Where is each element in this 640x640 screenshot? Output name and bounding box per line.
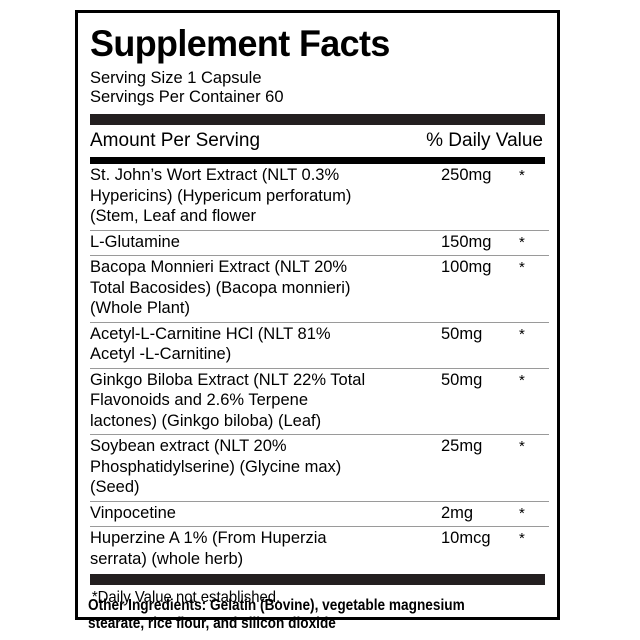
table-row: Soybean extract (NLT 20% Phosphatidylseri… [90, 434, 549, 502]
ingredient-name: Soybean extract (NLT 20% Phosphatidylseri… [90, 434, 441, 502]
other-ingredients-line: stearate, rice flour, and silicon dioxid… [88, 615, 336, 632]
other-ingredients-line: Other Ingredients: Gelatin (Bovine), veg… [88, 597, 465, 614]
daily-value-asterisk: * [519, 371, 525, 389]
daily-value-asterisk: * [519, 438, 525, 455]
daily-value-footnote: *Daily Value not established. [91, 589, 281, 606]
ingredient-daily-value: * [519, 527, 549, 573]
divider-bar-thick-top [90, 114, 545, 125]
ingredient-amount: 50mg [441, 368, 519, 435]
ingredient-name-line: (Whole Plant) [90, 299, 190, 317]
table-column-headers: Amount Per Serving % Daily Value [90, 125, 545, 157]
column-header-amount: Amount Per Serving [90, 130, 261, 151]
page-title: Supplement Facts [90, 23, 390, 64]
column-header-daily-value: % Daily Value [426, 130, 543, 151]
ingredient-name: L-Glutamine [90, 230, 441, 256]
ingredient-name: Huperzine A 1% (From Huperzia serrata) (w… [90, 527, 441, 573]
ingredient-name-line: Vinpocetine [90, 503, 176, 522]
ingredient-amount: 100mg [441, 255, 519, 323]
serving-size-line: Serving Size 1 Capsule [90, 69, 262, 87]
ingredient-name-line: (Stem, Leaf and flower [90, 207, 256, 225]
ingredient-daily-value: * [519, 434, 549, 502]
ingredient-daily-value: * [519, 255, 549, 323]
table-row: St. John’s Wort Extract (NLT 0.3% Hyperic… [90, 164, 549, 231]
supplement-facts-panel: Supplement Facts Serving Size 1 Capsule … [75, 10, 560, 620]
ingredient-daily-value: * [519, 230, 549, 256]
ingredient-name-line: (Seed) [90, 478, 140, 496]
daily-value-asterisk: * [519, 504, 525, 522]
ingredient-name-line: serrata) (whole herb) [90, 549, 244, 568]
ingredient-name-line: St. John’s Wort Extract (NLT 0.3% [90, 166, 340, 184]
servings-per-container-line: Servings Per Container 60 [90, 88, 284, 106]
ingredient-amount: 25mg [441, 434, 519, 502]
other-ingredients: Other Ingredients: Gelatin (Bovine), veg… [88, 597, 528, 633]
daily-value-asterisk: * [519, 167, 525, 184]
ingredient-name-line: Soybean extract (NLT 20% [90, 437, 287, 455]
ingredient-name-line: L-Glutamine [90, 232, 180, 251]
ingredient-amount: 10mcg [441, 529, 491, 547]
ingredient-name-line: Huperzine A 1% (From Huperzia [90, 529, 327, 547]
ingredient-name: Ginkgo Biloba Extract (NLT 22% Total Flav… [90, 368, 441, 435]
ingredient-amount: 50mg [441, 322, 519, 369]
ingredient-name: Vinpocetine [90, 501, 441, 527]
ingredient-amount: 2mg [441, 501, 519, 527]
ingredient-name-line: Ginkgo Biloba Extract (NLT 22% Total [90, 370, 366, 389]
ingredients-table: St. John’s Wort Extract (NLT 0.3% Hyperic… [90, 164, 549, 572]
ingredient-daily-value: * [519, 501, 549, 527]
table-row: Acetyl-L-Carnitine HCl (NLT 81% Acetyl -L… [90, 322, 549, 369]
daily-value-asterisk: * [519, 325, 525, 343]
table-row: Bacopa Monnieri Extract (NLT 20% Total Ba… [90, 255, 549, 323]
ingredient-name: Acetyl-L-Carnitine HCl (NLT 81% Acetyl -L… [90, 322, 441, 369]
ingredient-name-line: Acetyl -L-Carnitine) [90, 345, 232, 363]
daily-value-asterisk: * [519, 259, 525, 276]
ingredient-name-line: Hypericins) (Hypericum perforatum) [90, 186, 352, 205]
table-row: L-Glutamine 150mg * [90, 230, 549, 256]
ingredient-amount: 250mg [441, 164, 519, 231]
table-row: Huperzine A 1% (From Huperzia serrata) (w… [90, 527, 549, 573]
ingredient-name-line: Acetyl-L-Carnitine HCl (NLT 81% [90, 324, 331, 343]
ingredient-daily-value: * [519, 368, 549, 435]
ingredient-name-line: Total Bacosides) (Bacopa monnieri) [90, 278, 351, 297]
ingredient-name-line: lactones) (Ginkgo biloba) (Leaf) [90, 411, 322, 430]
ingredient-name-line: Phosphatidylserine) (Glycine max) [90, 457, 342, 476]
panel-inner: Supplement Facts Serving Size 1 Capsule … [78, 13, 557, 617]
divider-bar-medium [90, 157, 545, 164]
divider-bar-footnote [90, 574, 545, 585]
ingredient-name-line: Flavonoids and 2.6% Terpene [90, 391, 309, 409]
table-row: Ginkgo Biloba Extract (NLT 22% Total Flav… [90, 368, 549, 435]
table-row: Vinpocetine 2mg * [90, 501, 549, 527]
ingredient-amount: 150mg [441, 230, 519, 256]
ingredient-name: Bacopa Monnieri Extract (NLT 20% Total Ba… [90, 255, 441, 323]
ingredient-daily-value: * [519, 322, 549, 369]
ingredient-name: St. John’s Wort Extract (NLT 0.3% Hyperic… [90, 164, 441, 231]
ingredient-name-line: Bacopa Monnieri Extract (NLT 20% [90, 258, 348, 276]
daily-value-asterisk: * [519, 233, 525, 251]
ingredient-daily-value: * [519, 164, 549, 231]
daily-value-asterisk: * [519, 530, 525, 547]
